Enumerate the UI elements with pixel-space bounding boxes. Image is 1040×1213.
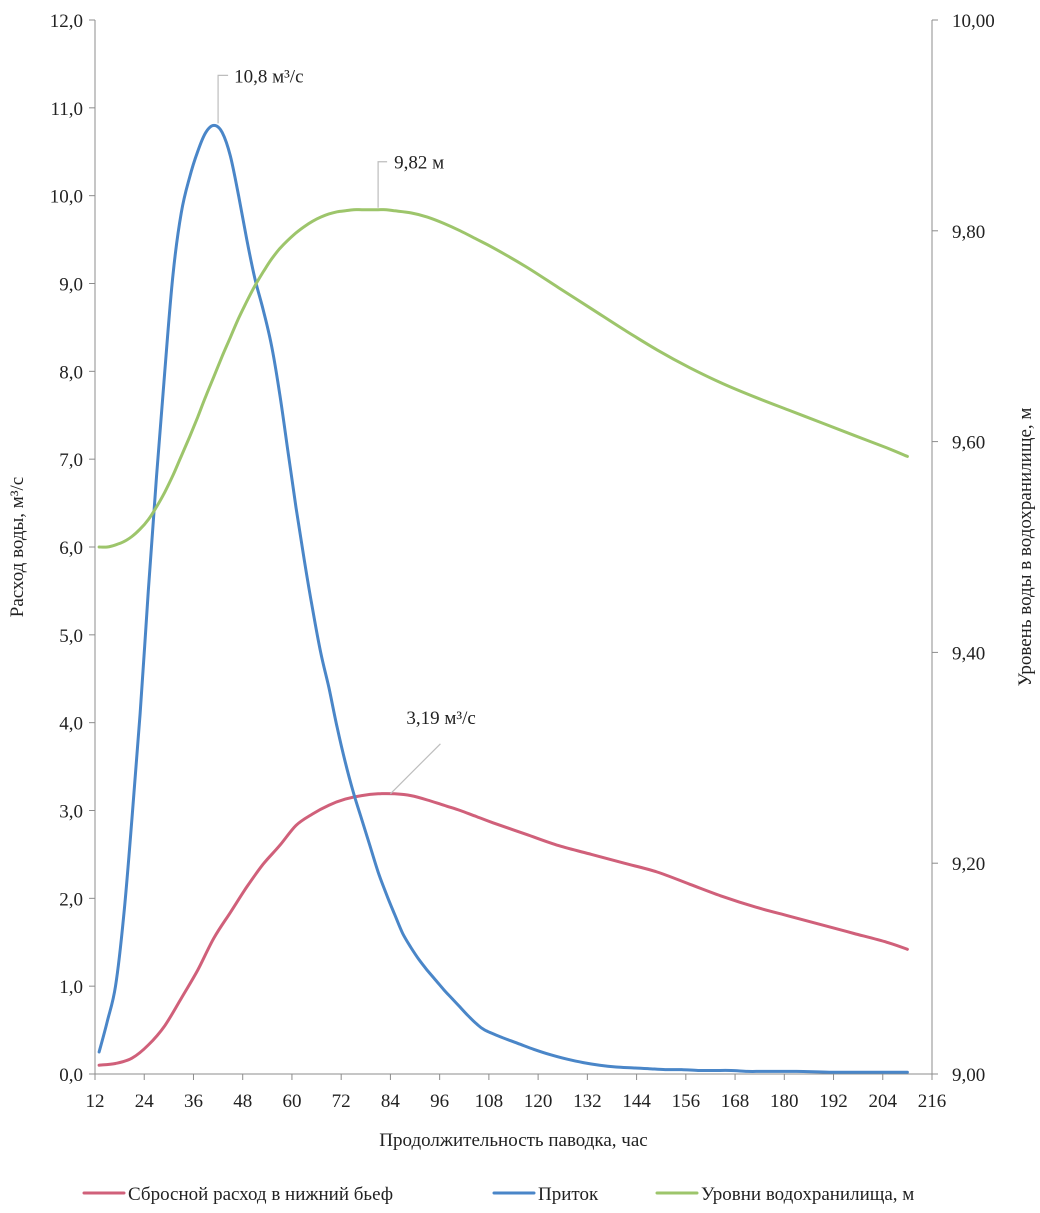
y-left-tick-label: 10,0 [50,187,83,208]
x-axis-title: Продолжительность паводка, час [379,1130,647,1151]
y-axis-left-ticks: 0,0 1,0 2,0 3,0 4,0 5,0 6,0 7,0 8,0 9,0 10,0 11,0 12… [50,11,95,1086]
discharge-series-line [97,792,909,1067]
x-tick-label: 216 [918,1091,947,1112]
y-right-tick-label: 9,20 [952,854,985,875]
x-tick-label: 168 [721,1091,750,1112]
x-tick-label: 156 [672,1091,701,1112]
y-axis-right-title: Уровень воды в водохранилище, м [1015,408,1036,687]
y-axis-left-title: Расход воды, м³/с [7,477,28,618]
annotation-leader-line [389,743,441,795]
x-tick-label: 180 [770,1091,799,1112]
y-left-tick-label: 2,0 [59,889,83,910]
y-right-tick-label: 9,60 [952,433,985,454]
series-layer [97,123,909,1074]
reservoir-level-series-line [97,208,909,549]
legend-label: Уровни водохранилища, м [701,1184,914,1205]
annotation-layer: 10,8 м³/с 9,82 м 3,19 м³/с [217,66,476,795]
x-tick-label: 60 [282,1091,301,1112]
annotation-label: 9,82 м [394,153,444,174]
annotation-label: 3,19 м³/с [406,708,475,729]
legend-label: Приток [538,1184,599,1205]
y-left-tick-label: 7,0 [59,450,83,471]
y-axis-right-ticks: 9,00 9,20 9,40 9,60 9,80 10,00 [932,11,995,1086]
x-tick-label: 108 [475,1091,504,1112]
legend: Сбросной расход в нижний бьеф Приток Уровн… [82,1184,914,1205]
y-right-tick-label: 9,80 [952,222,985,243]
y-left-tick-label: 5,0 [59,626,83,647]
x-tick-label: 192 [819,1091,848,1112]
y-right-tick-label: 9,00 [952,1065,985,1086]
x-tick-label: 36 [184,1091,203,1112]
x-tick-label: 96 [430,1091,449,1112]
x-tick-label: 144 [622,1091,651,1112]
y-right-tick-label: 10,00 [952,11,995,32]
annotation-leader-line [217,74,229,124]
x-tick-label: 204 [869,1091,898,1112]
annotation-label: 10,8 м³/с [234,66,303,87]
x-tick-label: 120 [524,1091,553,1112]
x-tick-label: 48 [233,1091,252,1112]
x-axis-ticks: 12 24 36 48 60 72 84 96 108 120 132 144 156 168 180 192… [86,1074,947,1112]
legend-label: Сбросной расход в нижний бьеф [128,1184,393,1205]
y-left-tick-label: 11,0 [50,99,83,120]
y-right-tick-label: 9,40 [952,643,985,664]
x-tick-label: 132 [573,1091,602,1112]
y-left-tick-label: 1,0 [59,977,83,998]
x-tick-label: 12 [86,1091,105,1112]
y-left-tick-label: 8,0 [59,362,83,383]
y-left-tick-label: 3,0 [59,802,83,823]
x-tick-label: 24 [135,1091,155,1112]
x-tick-label: 84 [381,1091,401,1112]
y-left-tick-label: 6,0 [59,538,83,559]
y-left-tick-label: 0,0 [59,1065,83,1086]
annotation-leader-line [377,161,388,208]
y-left-tick-label: 9,0 [59,275,83,296]
inflow-series-line [97,123,909,1074]
y-left-tick-label: 12,0 [50,11,83,32]
y-left-tick-label: 4,0 [59,714,83,735]
x-tick-label: 72 [332,1091,351,1112]
